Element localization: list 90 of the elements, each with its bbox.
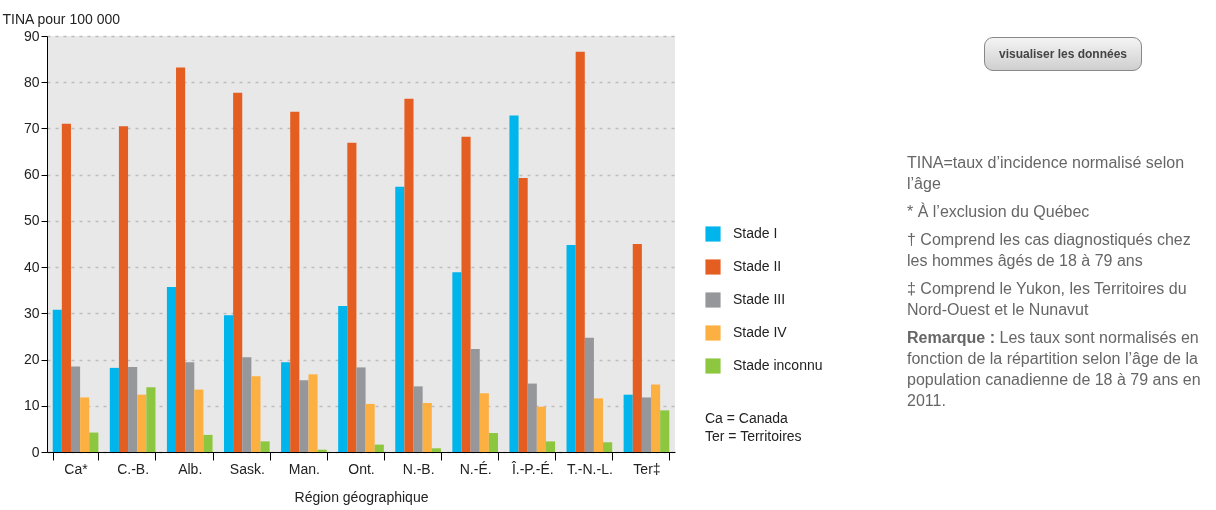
bar — [260, 441, 270, 452]
bar — [536, 406, 546, 452]
bar — [109, 367, 119, 452]
bar — [70, 366, 81, 452]
bar — [242, 357, 252, 452]
bar — [89, 432, 99, 452]
y-tick-label: 0 — [31, 443, 40, 460]
bar — [176, 67, 186, 452]
x-tick-label: C.-B. — [117, 460, 150, 477]
y-tick-label: 40 — [23, 258, 40, 275]
bar — [584, 337, 594, 452]
bar — [488, 433, 499, 452]
bar — [233, 92, 243, 452]
bar — [308, 374, 318, 452]
bar — [603, 442, 613, 452]
bar — [623, 394, 633, 452]
legend-label: Stade III — [733, 291, 786, 307]
bar — [527, 383, 537, 452]
x-tick-label: N.-É. — [459, 460, 492, 477]
bar — [518, 177, 528, 452]
bar — [223, 315, 234, 452]
bar — [281, 362, 291, 452]
y-tick-label: 20 — [23, 351, 40, 368]
x-tick-label: T.-N.-L. — [566, 460, 613, 477]
bar — [338, 305, 348, 452]
y-tick-label: 10 — [23, 397, 40, 414]
bar — [166, 286, 177, 452]
bar — [80, 397, 90, 452]
x-tick-label: N.-B. — [402, 460, 435, 477]
text: TINA=taux d’incidence normalisé selon l’âge — [907, 153, 1186, 194]
bar — [593, 398, 604, 452]
legend-label: Stade II — [733, 258, 782, 274]
bar — [194, 389, 204, 452]
x-tick-label: Ca* — [64, 460, 89, 477]
bar — [146, 387, 156, 452]
x-tick-label: Ter‡ — [633, 460, 661, 477]
text: * À l’exclusion du Québec — [907, 201, 1091, 222]
bar — [374, 444, 384, 452]
text: Remarque : Les taux sont normalisés en fonction de la répartition selon l’âge de la population canadienne de 18 à 79 ans en 2011. — [907, 328, 1202, 411]
bar — [479, 393, 489, 452]
bar — [651, 384, 661, 452]
bar — [641, 397, 652, 452]
bar — [299, 380, 309, 452]
x-tick-label: Alb. — [178, 460, 203, 477]
bar — [452, 272, 462, 452]
bar — [118, 126, 129, 452]
bar — [461, 136, 471, 452]
bar — [575, 51, 585, 452]
y-axis-title: TINA pour 100 000 — [2, 10, 121, 27]
bar — [185, 362, 195, 452]
bar — [347, 142, 357, 452]
text: ‡ Comprend le Yukon, les Territoires du Nord-Ouest et le Nunavut — [907, 279, 1188, 320]
bar — [203, 434, 213, 452]
bar — [52, 309, 62, 452]
x-tick-label: Man. — [288, 460, 320, 477]
y-tick-label: 30 — [23, 304, 40, 321]
bar — [395, 186, 405, 452]
bar — [251, 376, 261, 452]
x-tick-label: Î.-P.-É. — [510, 460, 554, 477]
y-tick-label: 60 — [23, 166, 40, 183]
x-tick-label: Ont. — [348, 460, 375, 477]
y-tick-label: 80 — [23, 73, 40, 90]
x-axis-title: Région géographique — [294, 488, 429, 505]
bar — [128, 366, 138, 452]
legend-label: Stade IV — [733, 324, 788, 340]
legend-label: Stade I — [733, 225, 778, 241]
bar — [365, 403, 375, 452]
bar — [470, 348, 480, 452]
bar — [413, 386, 423, 452]
bar — [566, 244, 576, 452]
bar — [431, 448, 441, 452]
text: † Comprend les cas diagnostiqués chez les hommes âgés de 18 à 79 ans — [907, 230, 1192, 271]
y-tick-label: 90 — [23, 27, 40, 44]
x-tick-label: Sask. — [229, 460, 265, 477]
bar — [632, 244, 642, 452]
bar — [545, 441, 556, 452]
y-tick-label: 70 — [23, 119, 40, 136]
text: Ter = Territoires — [705, 428, 802, 444]
bar — [404, 98, 414, 452]
bar — [356, 367, 366, 452]
bar — [61, 123, 71, 452]
bar — [137, 394, 147, 452]
y-tick-label: 50 — [23, 212, 40, 229]
text: visualiser les données — [984, 37, 1142, 71]
bar — [290, 111, 300, 452]
legend-label: Stade inconnu — [733, 357, 823, 373]
text: Ca = Canada — [705, 410, 788, 426]
bar — [509, 115, 519, 452]
bar — [422, 403, 432, 452]
bar — [660, 410, 670, 452]
